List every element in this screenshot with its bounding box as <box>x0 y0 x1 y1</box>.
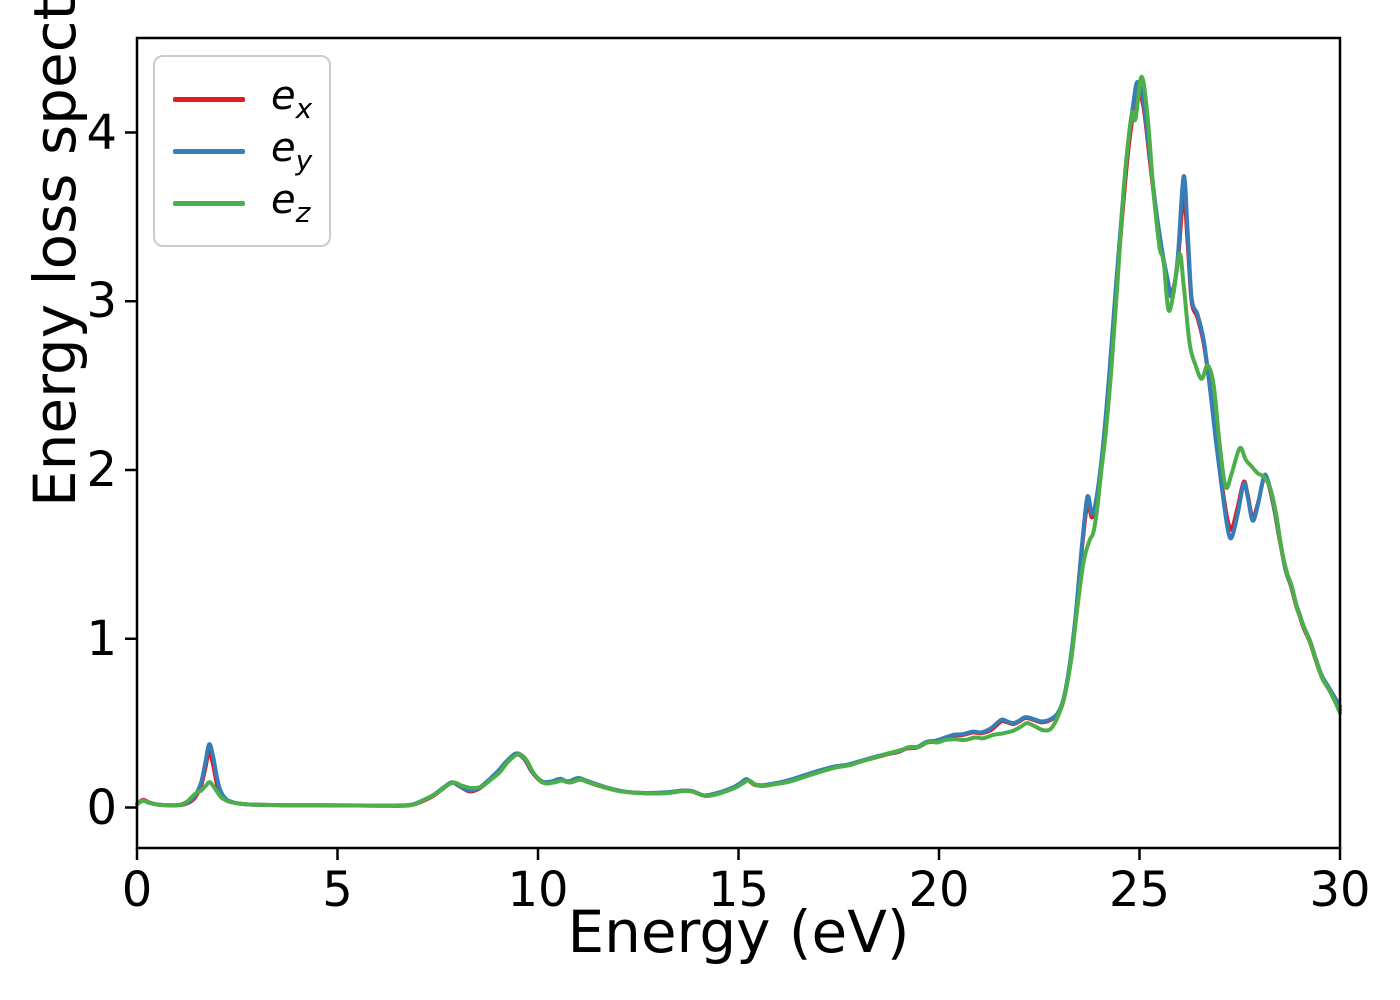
legend-label-e_z: ez <box>271 176 311 229</box>
y-tick-label: 4 <box>86 104 117 161</box>
legend-label-e_y: ey <box>271 124 313 177</box>
y-tick-label: 0 <box>86 779 117 836</box>
legend-item-e_x: ex <box>173 72 313 125</box>
legend-line-e_y <box>173 148 245 154</box>
x-tick-label: 10 <box>507 862 569 918</box>
legend-line-e_z <box>173 200 245 206</box>
legend: ex ey ez <box>153 55 331 247</box>
x-tick-label: 30 <box>1309 862 1371 918</box>
x-tick-label: 25 <box>1108 862 1171 918</box>
x-tick-label: 0 <box>121 862 153 918</box>
legend-line-e_x <box>173 96 245 102</box>
y-tick-label: 2 <box>86 442 117 498</box>
legend-item-e_z: ez <box>173 176 311 229</box>
series-line-e_z <box>135 74 1342 808</box>
y-axis-label: Energy loss spectrum <box>21 0 89 507</box>
y-tick-label: 1 <box>86 610 117 667</box>
x-tick-label: 5 <box>322 862 353 918</box>
legend-label-e_x: ex <box>271 72 313 125</box>
x-tick-label: 20 <box>908 862 970 918</box>
x-axis-label: Energy (eV) <box>567 898 910 966</box>
y-tick-label: 3 <box>86 273 117 330</box>
x-tick-label: 15 <box>707 862 770 918</box>
legend-item-e_y: ey <box>173 124 313 177</box>
